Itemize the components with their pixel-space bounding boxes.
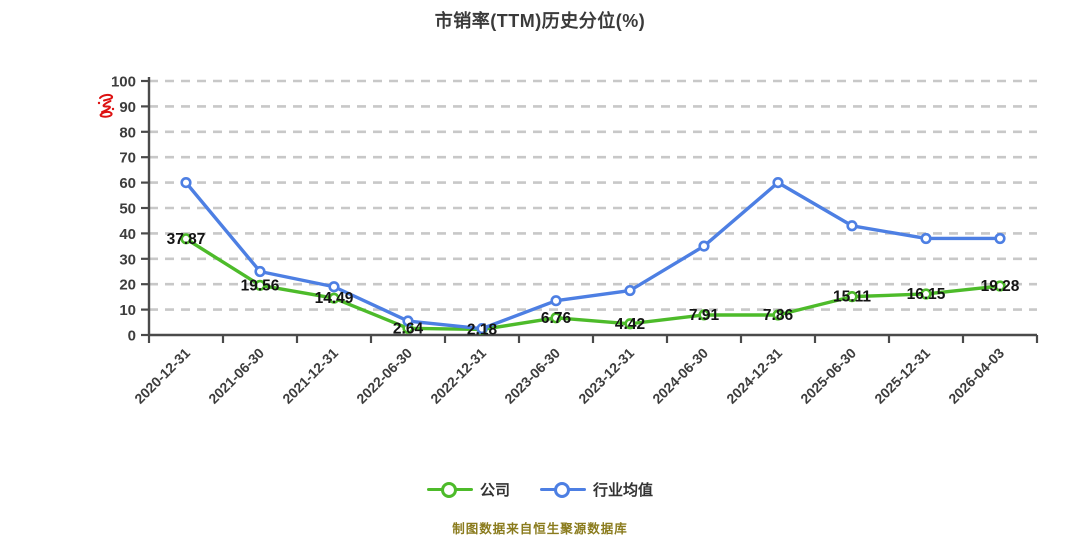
value-label: 6.76 [541,310,572,327]
company-data-point-marker [994,280,1006,292]
industry-data-point-marker [698,240,710,252]
company-data-point-marker [550,312,562,324]
value-label: 19.56 [241,277,280,294]
y-axis-label: 80 [119,124,136,141]
x-axis-label: 2020-12-31 [131,345,193,407]
company-data-point-marker [180,233,192,245]
x-axis-label: 2023-12-31 [575,345,637,407]
value-label: 14.49 [315,290,354,307]
industry-data-point-marker [920,232,932,245]
x-axis-label: 2024-12-31 [723,345,785,407]
industry-data-point-marker [402,315,414,327]
y-axis-label: 20 [119,277,136,294]
value-label: 7.86 [763,307,794,324]
industry-data-point-marker [624,284,636,297]
industry-data-point-marker [846,220,858,232]
company-data-point-marker [772,309,784,321]
chart-legend: 公司 行业均值 [0,479,1080,500]
industry-data-point-marker [994,232,1006,245]
x-axis-label: 2023-06-30 [501,345,563,407]
chart-title: 市销率(TTM)历史分位(%) [434,11,646,31]
x-axis-label: 2022-12-31 [427,345,489,407]
legend-item-industry-average[interactable]: 行业均值 [540,479,653,500]
red-seal-icon [96,93,116,121]
company-data-point-marker [846,291,858,303]
legend-label: 行业均值 [593,482,654,499]
y-axis-label: 30 [119,251,136,268]
legend-label: 公司 [479,482,510,499]
industry-data-point-marker [772,177,784,189]
y-axis-label: 50 [119,201,136,218]
company-data-point-marker [328,292,340,304]
industry-data-point-marker [476,323,488,335]
y-axis-label: 70 [119,150,136,167]
value-label: 2.18 [467,321,498,338]
y-axis-label: 0 [128,328,136,345]
industry-data-point-marker [254,265,266,278]
legend-item-company[interactable]: 公司 [426,479,510,500]
data-source-note: 制图数据来自恒生聚源数据库 [452,522,628,536]
company-data-point-marker [698,309,710,321]
industry-data-point-marker [180,177,192,189]
x-axis-label: 2022-06-30 [353,345,415,407]
value-label: 4.42 [615,316,645,333]
industry-legend-marker-icon [540,481,586,498]
y-axis-label: 100 [111,74,136,91]
value-label: 2.64 [393,320,424,337]
company-legend-marker-icon [426,481,473,498]
company-data-point-marker [624,318,636,330]
x-axis-label: 2024-06-30 [649,345,711,407]
value-label: 19.28 [981,278,1020,295]
x-axis-label: 2025-12-31 [871,345,933,407]
y-axis-label: 10 [119,302,136,319]
y-axis-label: 90 [119,99,136,116]
x-axis-label: 2025-06-30 [797,345,859,407]
value-label: 37.87 [167,231,206,248]
x-axis-label: 2021-06-30 [205,345,267,407]
company-data-point-marker [254,279,266,291]
value-label: 7.91 [689,307,720,324]
y-axis-label: 40 [119,226,136,243]
industry-data-point-marker [550,295,562,307]
value-label: 15.11 [833,289,871,306]
x-axis-label: 2021-12-31 [279,345,341,407]
value-label: 16.15 [907,286,946,303]
x-axis-label: 2026-04-03 [945,345,1007,407]
company-series-line [184,237,1002,332]
company-data-point-marker [920,288,932,300]
y-axis-label: 60 [119,175,136,192]
industry-average-series-line [184,180,1002,331]
industry-data-point-marker [328,281,340,293]
